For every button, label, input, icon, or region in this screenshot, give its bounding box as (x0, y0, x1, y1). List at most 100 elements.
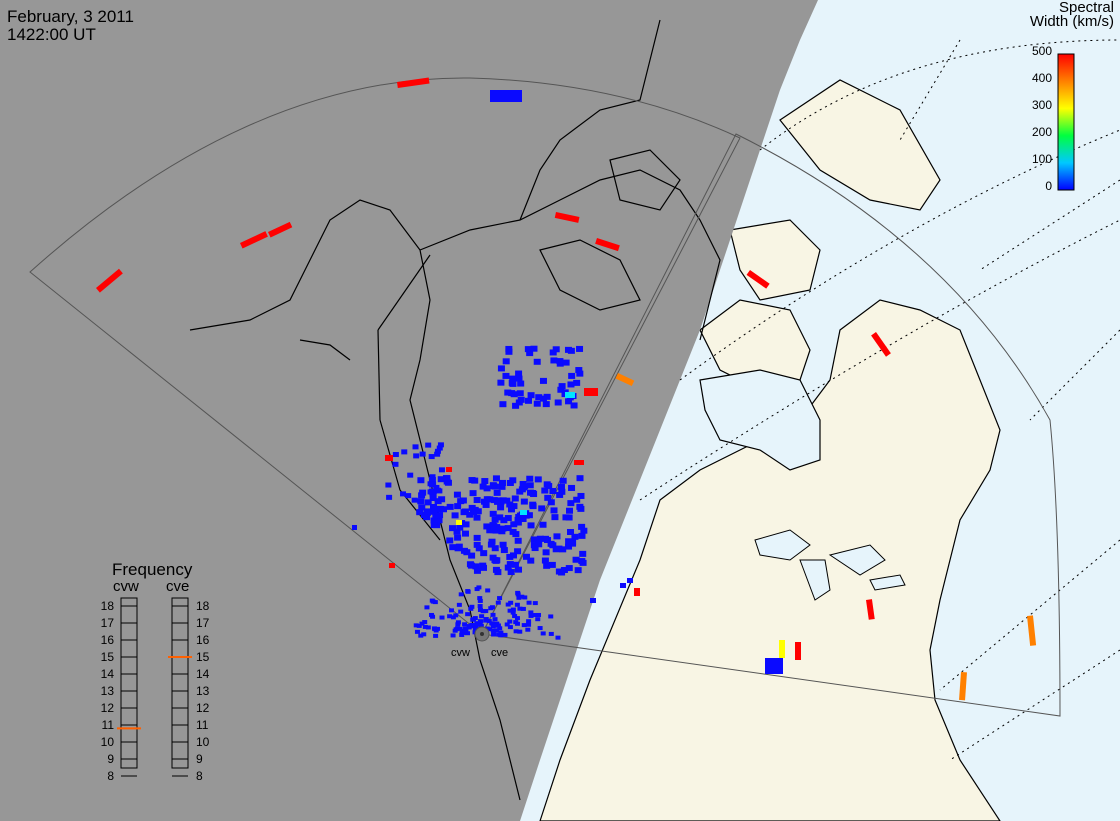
scatter-cell (427, 481, 434, 487)
great-lakes (754, 529, 906, 601)
scatter-cell (491, 545, 499, 552)
scatter-cell (507, 625, 513, 630)
scatter-cell (352, 525, 357, 530)
scatter-cell (557, 386, 565, 393)
scatter-cell (490, 628, 496, 633)
scatter-cell (517, 606, 523, 611)
scatter-cell (417, 498, 425, 505)
cve-freq-header: cve (166, 578, 190, 595)
scatter-cell (427, 489, 434, 495)
scatter-cell (496, 514, 504, 521)
scatter-cell (467, 562, 475, 569)
scatter-cell (554, 212, 580, 223)
cvw-freq-label: 12 (100, 701, 114, 715)
colorbar-tick: 400 (1031, 71, 1052, 85)
scatter-cell (527, 392, 535, 399)
scatter-cell (468, 552, 476, 559)
scatter-cell (552, 346, 560, 353)
scatter-cell (418, 504, 426, 511)
scatter-cell (524, 346, 532, 353)
scatter-cell (520, 498, 528, 505)
scatter-cell (490, 527, 498, 534)
scatter-cell (615, 372, 635, 387)
scatter-cell (494, 498, 502, 505)
scatter-cell (514, 548, 522, 555)
scatter-cell (504, 389, 512, 396)
scatter-cell (450, 615, 456, 620)
scatter-cell (459, 632, 465, 637)
scatter-cell (504, 525, 512, 532)
scatter-cell (392, 452, 399, 458)
scatter-cell (554, 399, 562, 406)
scatter-cell (519, 515, 527, 522)
scatter-cell (473, 514, 481, 521)
scatter-cell (386, 494, 393, 500)
scatter-cell (443, 475, 451, 482)
scatter-cell (530, 345, 538, 352)
scatter-cell (433, 484, 440, 490)
scatter-cell (515, 375, 523, 382)
scatter-cell (465, 589, 471, 594)
scatter-cell (576, 475, 584, 482)
scatter-cell (455, 543, 463, 550)
scatter-cell (468, 504, 476, 511)
scatter-cell (525, 627, 531, 632)
scatter-cell (536, 535, 544, 542)
scatter-cell (553, 533, 561, 540)
scatter-cell (469, 490, 477, 497)
scatter-cell (492, 475, 500, 482)
scatter-cell (533, 613, 539, 618)
scatter-cell (418, 633, 424, 638)
scatter-cell (268, 221, 293, 238)
scatter-cell (542, 535, 550, 542)
scatter-cell (507, 608, 513, 613)
scatter-cell (498, 630, 504, 635)
scatter-cell (549, 487, 557, 494)
scatter-cell (506, 479, 514, 486)
scatter-cell (522, 595, 528, 600)
scatter-cell (564, 346, 572, 353)
scatter-cell (436, 488, 443, 494)
scatter-cell (565, 398, 573, 405)
scatter-cell (579, 559, 587, 566)
scatter-cell (477, 598, 483, 603)
scatter-cell (490, 612, 496, 617)
scatter-cell (467, 624, 473, 629)
scatter-cell (510, 503, 518, 510)
scatter-cell (506, 501, 514, 508)
scatter-cell (576, 370, 584, 377)
date-label: February, 3 2011 (7, 7, 134, 26)
scatter-cell (462, 521, 470, 528)
scatter-cell (473, 567, 481, 574)
scatter-cell (477, 604, 483, 609)
scatter-cell (486, 619, 492, 624)
scatter-cell (525, 397, 533, 404)
scatter-cell (476, 585, 482, 590)
scatter-cell (474, 621, 480, 626)
scatter-cell (519, 594, 525, 599)
scatter-cell (418, 492, 426, 499)
scatter-cell (446, 467, 452, 472)
scatter-cell (565, 538, 573, 545)
scatter-cell (544, 494, 552, 501)
scatter-cell (396, 77, 430, 88)
scatter-cell (489, 621, 495, 626)
scatter-cell (510, 521, 518, 528)
scatter-cell (461, 530, 469, 537)
scatter-cell (500, 517, 508, 524)
scatter-cell (562, 359, 570, 366)
scatter-cell (432, 627, 438, 632)
scatter-cell (473, 623, 479, 628)
night-side (0, 0, 818, 821)
scatter-cell (457, 626, 463, 631)
cve-freq-label: 16 (196, 633, 210, 647)
cvw-freq-label: 13 (100, 684, 114, 698)
scatter-cell (510, 391, 518, 398)
scatter-cell (595, 237, 620, 252)
scatter-cell (510, 607, 516, 612)
scatter-cell (407, 472, 414, 478)
scatter-cell (460, 547, 468, 554)
scatter-cell (500, 547, 508, 554)
scatter-cell (536, 612, 542, 617)
scatter-cell (430, 517, 438, 524)
